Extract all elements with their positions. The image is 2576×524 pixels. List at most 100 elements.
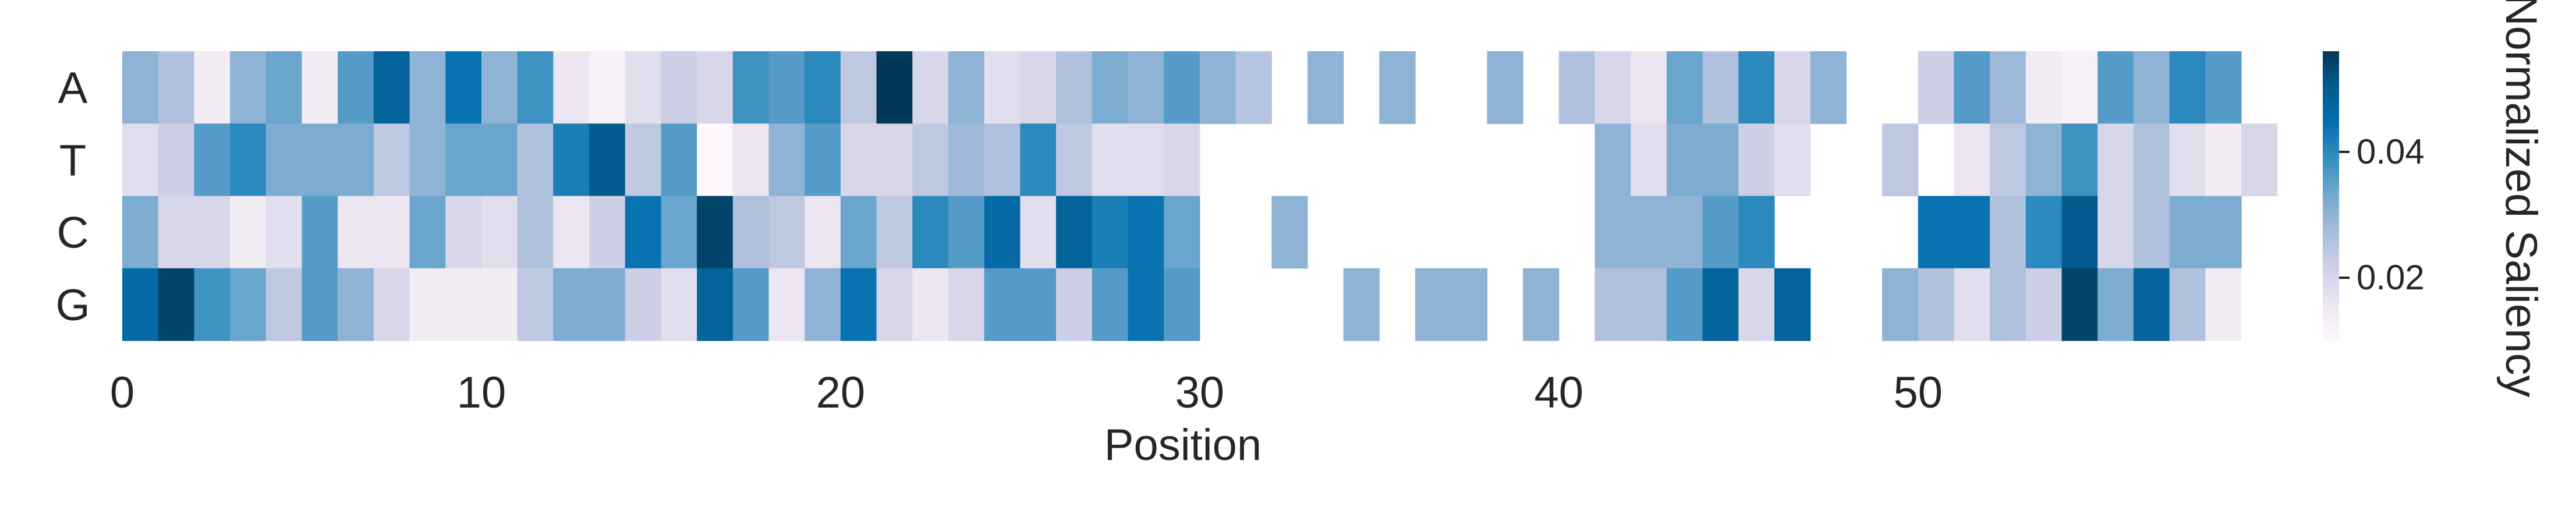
x-tick-label: 0 <box>110 368 134 417</box>
heatmap-cell <box>2133 123 2170 197</box>
heatmap-cell <box>122 268 159 341</box>
heatmap-cell <box>1092 196 1129 269</box>
heatmap-cell <box>1056 123 1093 197</box>
heatmap-cell <box>1056 196 1093 269</box>
heatmap-cell <box>194 268 231 341</box>
x-tick-label: 50 <box>1893 368 1943 417</box>
heatmap-cell <box>732 51 770 124</box>
heatmap-cell <box>553 268 590 341</box>
heatmap-cell <box>1164 268 1200 341</box>
heatmap-cell <box>1056 268 1093 341</box>
heatmap-cell <box>2205 196 2242 269</box>
heatmap-cell <box>265 196 303 269</box>
heatmap-cell <box>122 123 159 197</box>
heatmap-cell <box>1774 268 1811 341</box>
colorbar-tick-label: 0.02 <box>2357 258 2425 297</box>
heatmap-cell <box>1128 123 1164 197</box>
x-tick-label: 40 <box>1535 368 1584 417</box>
heatmap-cell <box>589 196 626 269</box>
heatmap-cell <box>1631 196 1667 269</box>
heatmap-cell <box>1666 123 1703 197</box>
heatmap-cell <box>984 196 1021 269</box>
heatmap-cell <box>1271 196 1308 269</box>
heatmap-cell <box>230 196 267 269</box>
heatmap-cell <box>2025 123 2063 197</box>
heatmap-cell <box>122 51 159 124</box>
heatmap-cell <box>338 268 374 341</box>
heatmap-cell <box>876 196 913 269</box>
heatmap-cell <box>1666 268 1703 341</box>
heatmap-cell <box>2133 268 2170 341</box>
heatmap-cell <box>2133 196 2170 269</box>
heatmap-cell <box>2025 51 2063 124</box>
heatmap-cell <box>2241 123 2278 197</box>
heatmap-cell <box>1882 123 1919 197</box>
heatmap-cell <box>1056 51 1093 124</box>
row-label-t: T <box>59 136 86 185</box>
heatmap-cell <box>2025 196 2063 269</box>
heatmap-cell <box>984 268 1021 341</box>
heatmap-cell <box>1092 123 1129 197</box>
heatmap-cell <box>1738 196 1775 269</box>
heatmap-cell <box>1702 123 1739 197</box>
heatmap-cell <box>1020 51 1057 124</box>
heatmap-cell <box>1882 268 1919 341</box>
heatmap-cell <box>1990 268 2026 341</box>
heatmap-cell <box>481 123 518 197</box>
heatmap-cell <box>805 268 841 341</box>
heatmap-cell <box>409 196 446 269</box>
heatmap-cell <box>265 51 303 124</box>
heatmap-cell <box>1631 123 1667 197</box>
heatmap-cell <box>697 268 734 341</box>
heatmap-cell <box>445 123 482 197</box>
heatmap-cell <box>1128 51 1164 124</box>
heatmap-cell <box>1990 51 2026 124</box>
heatmap-cell <box>2169 196 2206 269</box>
heatmap-cell <box>194 123 231 197</box>
x-tick-label: 30 <box>1175 368 1225 417</box>
heatmap-cell <box>1666 196 1703 269</box>
heatmap-cell <box>1702 268 1739 341</box>
heatmap-cell <box>912 123 949 197</box>
heatmap-cell <box>302 123 338 197</box>
heatmap-cell <box>194 196 231 269</box>
heatmap-cell <box>302 268 338 341</box>
heatmap-cell <box>1666 51 1703 124</box>
heatmap-cell <box>1954 268 1990 341</box>
heatmap-cell <box>1164 196 1200 269</box>
heatmap-cell <box>1020 123 1057 197</box>
heatmap-cell <box>840 51 877 124</box>
heatmap-cell <box>1451 268 1487 341</box>
heatmap-cell <box>553 51 590 124</box>
heatmap-cell <box>805 196 841 269</box>
colorbar-tick-label: 0.04 <box>2357 132 2425 171</box>
heatmap-cell <box>409 123 446 197</box>
heatmap-cell <box>158 268 194 341</box>
heatmap-cell <box>768 268 805 341</box>
heatmap-cell <box>409 268 446 341</box>
x-axis-label: Position <box>1104 420 1262 470</box>
heatmap-cell <box>625 51 662 124</box>
heatmap-cell <box>732 123 770 197</box>
heatmap-cell <box>876 123 913 197</box>
heatmap-cell <box>948 123 985 197</box>
heatmap-cell <box>697 196 734 269</box>
heatmap-cell <box>912 51 949 124</box>
heatmap-cell <box>1738 51 1775 124</box>
row-label-c: C <box>57 208 89 258</box>
heatmap-cell <box>517 196 554 269</box>
heatmap-cell <box>2097 268 2134 341</box>
heatmap-cell <box>661 123 697 197</box>
heatmap-cell <box>840 123 877 197</box>
heatmap-cell <box>697 51 734 124</box>
heatmap-cell <box>1774 51 1811 124</box>
heatmap-cell <box>805 123 841 197</box>
heatmap-cell <box>1164 51 1200 124</box>
colorbar-ticks: 0.02 0.04 <box>2339 132 2425 297</box>
heatmap-cell <box>625 123 662 197</box>
heatmap-cell <box>2205 268 2242 341</box>
heatmap-cell <box>373 123 410 197</box>
heatmap-cell <box>553 196 590 269</box>
heatmap-cell <box>948 51 985 124</box>
